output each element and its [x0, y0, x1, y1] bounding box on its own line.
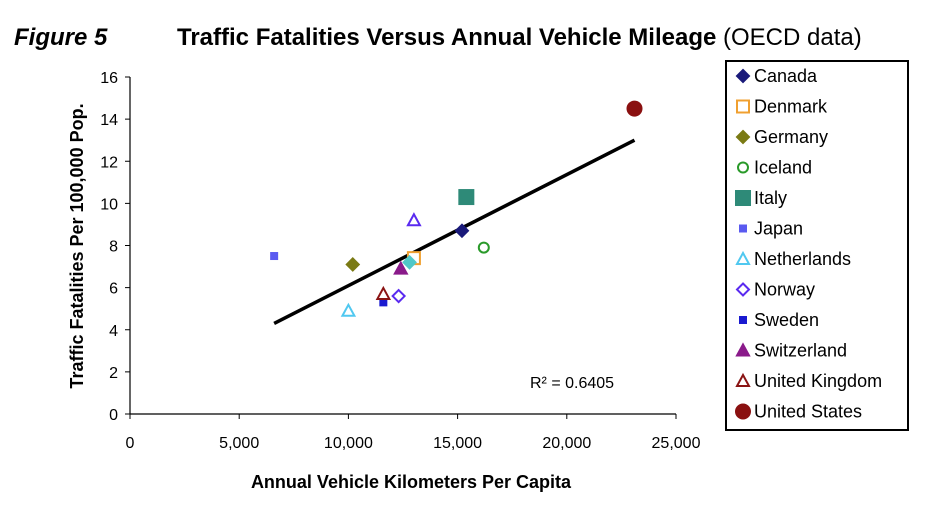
chart-title-block: Traffic Fatalities Versus Annual Vehicle… — [177, 24, 862, 52]
legend-marker — [735, 403, 751, 420]
y-tick-label: 2 — [109, 365, 118, 382]
data-point — [393, 260, 409, 275]
x-tick-label: 15,000 — [433, 435, 482, 452]
x-tick-label: 0 — [126, 435, 135, 452]
legend-marker — [735, 68, 751, 84]
legend — [725, 60, 909, 431]
legend-label: Canada — [754, 66, 818, 86]
data-point — [340, 302, 357, 317]
data-point — [458, 189, 475, 206]
legend-marker — [739, 316, 747, 324]
y-axis-title: Traffic Fatalities Per 100,000 Pop. — [67, 103, 87, 388]
x-tick-label: 10,000 — [324, 435, 373, 452]
y-tick-label: 10 — [100, 196, 118, 213]
legend-marker — [735, 190, 751, 206]
data-point — [626, 100, 643, 117]
data-point — [391, 288, 407, 304]
y-tick-label: 4 — [109, 323, 118, 340]
data-point — [345, 257, 361, 272]
legend-label: Norway — [754, 280, 815, 300]
legend-marker — [735, 372, 751, 387]
legend-marker — [739, 224, 747, 233]
data-point — [270, 252, 279, 261]
legend-label: Japan — [754, 219, 803, 239]
legend-label: Italy — [754, 188, 787, 208]
x-tick-label: 5,000 — [219, 435, 259, 452]
legend-marker — [736, 99, 750, 114]
data-point — [454, 223, 470, 239]
legend-label: Iceland — [754, 158, 812, 178]
x-tick-label: 25,000 — [652, 435, 701, 452]
x-axis-title: Annual Vehicle Kilometers Per Capita — [251, 472, 572, 492]
figure-label: Figure 5 — [14, 24, 108, 51]
y-tick-label: 16 — [100, 70, 118, 87]
legend-items: Canada Denmark Germany Iceland Italy Japan Net… — [735, 66, 882, 422]
y-tick-label: 14 — [100, 112, 118, 129]
data-point — [379, 298, 388, 307]
legend-label: Denmark — [754, 97, 828, 117]
legend-label: Netherlands — [754, 249, 851, 269]
tick-labels: 0 2 4 6 8 10 12 14 16 0 5,000 10,000 15,000 20,000 25,… — [100, 70, 700, 452]
y-tick-label: 0 — [109, 407, 118, 424]
data-point — [375, 285, 392, 300]
legend-marker — [735, 129, 751, 145]
legend-label: Sweden — [754, 310, 819, 330]
data-point — [402, 254, 417, 270]
y-tick-label: 6 — [109, 281, 118, 298]
legend-label: United Kingdom — [754, 371, 882, 391]
x-tick-label: 20,000 — [542, 435, 591, 452]
chart-title: Traffic Fatalities Versus Annual Vehicle… — [177, 24, 717, 51]
chart-subtitle: (OECD data) — [723, 24, 862, 51]
data-point — [477, 241, 490, 254]
legend-marker — [735, 250, 751, 265]
axes — [125, 76, 677, 419]
legend-label: Germany — [754, 127, 828, 147]
trendline — [273, 138, 636, 325]
legend-label: Switzerland — [754, 341, 847, 361]
y-tick-label: 12 — [100, 154, 118, 171]
legend-marker — [737, 161, 749, 174]
data-point — [406, 212, 422, 227]
legend-label: United States — [754, 402, 862, 422]
legend-marker — [735, 342, 751, 357]
data-points — [270, 100, 643, 317]
y-tick-label: 8 — [109, 239, 118, 256]
r-squared-annotation: R² = 0.6405 — [530, 375, 614, 392]
legend-marker — [735, 282, 751, 297]
